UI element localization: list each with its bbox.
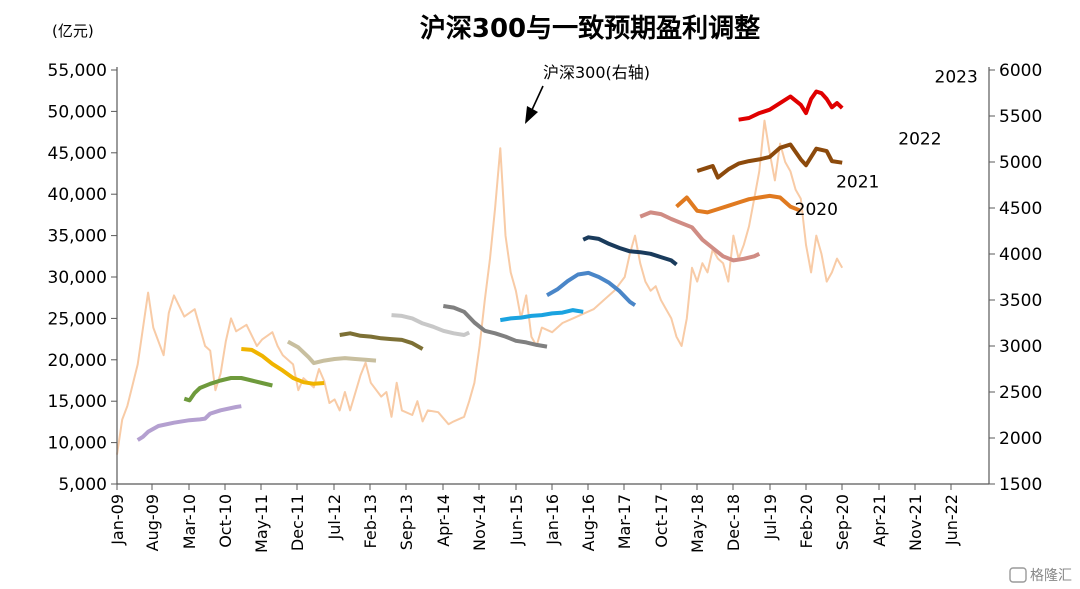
series-line-earnings-9 <box>546 270 637 307</box>
x-tick-label: Dec-18 <box>724 494 743 551</box>
x-tick-label: Aug-09 <box>143 494 162 551</box>
x-tick-label: Apr-14 <box>434 494 453 547</box>
series-line-hs300 <box>116 119 844 455</box>
x-tick-label: Mar-17 <box>615 494 634 549</box>
x-tick-label: Jun-22 <box>942 494 961 546</box>
x-tick-label: Dec-11 <box>288 494 307 551</box>
right-tick-label: 5500 <box>999 107 1042 127</box>
x-tick-label: Sep-20 <box>833 494 852 550</box>
x-tick-label: Oct-17 <box>652 494 671 548</box>
series-layer <box>116 89 844 455</box>
index-annotation: 沪深300(右轴) <box>525 63 650 124</box>
x-tick-label: Feb-20 <box>797 494 816 548</box>
series-line-earnings-1 <box>136 404 242 442</box>
annotation-arrow-head <box>525 106 538 124</box>
x-tick-label: Jul-12 <box>325 494 344 540</box>
left-tick-label: 50,000 <box>48 102 107 122</box>
series-line-earnings-5 <box>339 331 424 351</box>
x-tick-label: Jan-16 <box>543 494 562 546</box>
x-tick-label: Sep-13 <box>397 494 416 550</box>
chart-title: 沪深300与一致预期盈利调整 <box>420 13 760 44</box>
right-axis-ticks: 6000 5500 5000 4500 4000 3500 3000 2500 2000 1500 <box>989 61 1042 495</box>
watermark-logo-icon <box>1009 567 1027 583</box>
x-tick-label: May-18 <box>688 494 707 553</box>
series-line-earnings-8 <box>499 308 584 323</box>
x-tick-label: Nov-14 <box>470 494 489 551</box>
series-line-earnings-7 <box>442 304 548 349</box>
year-label-layer: 2020 2021 2022 2023 <box>795 67 978 219</box>
year-label-2023: 2023 <box>935 67 978 87</box>
series-line-earnings-2 <box>183 376 273 403</box>
left-tick-label: 5,000 <box>58 475 107 495</box>
right-tick-label: 2500 <box>999 383 1042 403</box>
left-tick-label: 25,000 <box>48 309 107 329</box>
left-axis-unit: (亿元) <box>52 22 94 40</box>
x-tick-label: Aug-16 <box>579 494 598 551</box>
annotation-arrow-line <box>530 85 544 113</box>
x-tick-label: May-11 <box>252 494 271 553</box>
right-tick-label: 4000 <box>999 245 1042 265</box>
index-annotation-label: 沪深300(右轴) <box>543 63 650 82</box>
left-tick-label: 10,000 <box>48 434 107 454</box>
series-line-earnings-13 <box>696 142 843 180</box>
x-tick-label: Jan-09 <box>108 494 127 546</box>
x-axis-ticks: Jan-09 Aug-09 Mar-10 Oct-10 May-11 Dec-11 Jul-… <box>108 484 961 553</box>
left-tick-label: 30,000 <box>48 268 107 288</box>
left-tick-label: 45,000 <box>48 144 107 164</box>
right-tick-label: 4500 <box>999 199 1042 219</box>
x-tick-label: Jun-15 <box>507 494 526 546</box>
right-tick-label: 1500 <box>999 475 1042 495</box>
year-label-2022: 2022 <box>898 130 941 150</box>
right-tick-label: 6000 <box>999 61 1042 81</box>
series-line-earnings-4 <box>286 339 377 366</box>
series-line-earnings-11 <box>639 210 761 263</box>
series-line-earnings-10 <box>582 235 678 267</box>
axes <box>116 67 990 485</box>
watermark-text: 格隆汇 <box>1030 568 1072 584</box>
series-line-earnings-6 <box>391 313 471 337</box>
x-tick-label: Oct-10 <box>216 494 235 548</box>
series-line-earnings-12 <box>675 193 802 215</box>
right-tick-label: 5000 <box>999 153 1042 173</box>
left-tick-label: 35,000 <box>48 227 107 247</box>
x-tick-label: Jul-19 <box>761 494 780 540</box>
x-tick-label: Feb-13 <box>361 494 380 548</box>
left-tick-label: 55,000 <box>48 61 107 81</box>
x-tick-label: Mar-10 <box>180 494 199 549</box>
left-tick-label: 40,000 <box>48 185 107 205</box>
left-tick-label: 20,000 <box>48 351 107 371</box>
watermark: 格隆汇 <box>1009 567 1072 584</box>
right-tick-label: 3000 <box>999 337 1042 357</box>
year-label-2020: 2020 <box>795 200 838 220</box>
x-tick-label: Nov-21 <box>906 494 925 551</box>
right-tick-label: 3500 <box>999 291 1042 311</box>
left-axis-ticks: 55,000 50,000 45,000 40,000 35,000 30,000 25,0… <box>48 61 117 495</box>
right-tick-label: 2000 <box>999 429 1042 449</box>
series-line-earnings-14 <box>738 89 844 122</box>
x-tick-label: Apr-21 <box>870 494 889 547</box>
series-line-earnings-3 <box>241 347 325 386</box>
left-tick-label: 15,000 <box>48 392 107 412</box>
year-label-2021: 2021 <box>836 173 879 193</box>
